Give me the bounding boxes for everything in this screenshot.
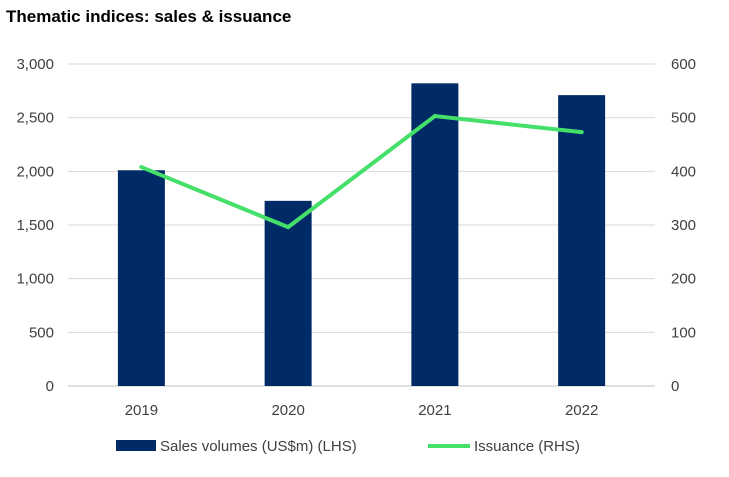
left-axis-ticks: 0 500 1,000 1,500 2,000 2,500 3,000 <box>16 56 54 395</box>
point-issuance-2022 <box>579 130 584 135</box>
bar-series <box>117 83 606 387</box>
legend: Sales volumes (US$m) (LHS) Issuance (RHS… <box>116 438 580 455</box>
y-right-tick-label: 500 <box>671 110 696 127</box>
x-tick-label: 2020 <box>271 402 304 419</box>
bar-sales-2019 <box>117 170 165 386</box>
y-left-tick-label: 1,500 <box>16 217 54 234</box>
bar-sales-2020 <box>264 200 312 386</box>
y-right-tick-label: 100 <box>671 324 696 341</box>
y-left-tick-label: 0 <box>46 378 54 395</box>
y-left-tick-label: 1,000 <box>16 271 54 288</box>
legend-label-issuance: Issuance (RHS) <box>474 438 580 455</box>
y-right-tick-label: 400 <box>671 163 696 180</box>
y-left-tick-label: 2,500 <box>16 110 54 127</box>
y-left-tick-label: 3,000 <box>16 56 54 73</box>
bar-sales-2021 <box>411 83 459 386</box>
point-issuance-2019 <box>139 165 144 170</box>
y-right-tick-label: 200 <box>671 271 696 288</box>
y-right-tick-label: 600 <box>671 56 696 73</box>
x-tick-label: 2021 <box>418 402 451 419</box>
x-tick-label: 2022 <box>565 402 598 419</box>
line-issuance <box>139 114 584 230</box>
bar-sales-2022 <box>558 95 606 387</box>
point-issuance-2020 <box>286 225 291 230</box>
chart-title: Thematic indices: sales & issuance <box>6 7 292 26</box>
right-axis-ticks: 0 100 200 300 400 500 600 <box>671 56 696 395</box>
legend-swatch-sales <box>116 440 156 451</box>
line-series <box>139 114 584 230</box>
y-left-tick-label: 500 <box>29 324 54 341</box>
y-left-tick-label: 2,000 <box>16 163 54 180</box>
y-right-tick-label: 300 <box>671 217 696 234</box>
point-issuance-2021 <box>432 114 437 119</box>
legend-label-sales: Sales volumes (US$m) (LHS) <box>160 438 357 455</box>
x-axis-ticks: 2019 2020 2021 2022 <box>125 402 599 419</box>
y-right-tick-label: 0 <box>671 378 679 395</box>
x-tick-label: 2019 <box>125 402 158 419</box>
